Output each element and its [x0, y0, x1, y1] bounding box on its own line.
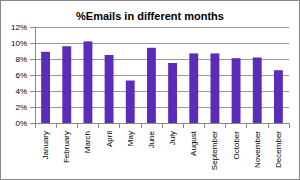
svg-text:February: February [62, 131, 71, 163]
svg-text:December: December [274, 131, 283, 168]
svg-text:March: March [83, 131, 92, 153]
svg-text:4%: 4% [15, 87, 27, 96]
svg-text:April: April [105, 131, 114, 147]
svg-text:12%: 12% [11, 23, 27, 32]
svg-text:%Emails in different months: %Emails in different months [76, 10, 224, 22]
svg-text:November: November [253, 131, 262, 168]
svg-text:July: July [168, 131, 177, 145]
svg-text:8%: 8% [15, 55, 27, 64]
svg-text:0%: 0% [15, 119, 27, 128]
svg-text:October: October [232, 131, 241, 160]
svg-text:August: August [189, 130, 198, 156]
svg-text:September: September [210, 131, 219, 170]
svg-text:May: May [126, 131, 135, 146]
svg-text:2%: 2% [15, 103, 27, 112]
svg-text:June: June [147, 130, 156, 148]
svg-text:January: January [41, 131, 50, 159]
svg-text:10%: 10% [11, 39, 27, 48]
svg-text:6%: 6% [15, 71, 27, 80]
